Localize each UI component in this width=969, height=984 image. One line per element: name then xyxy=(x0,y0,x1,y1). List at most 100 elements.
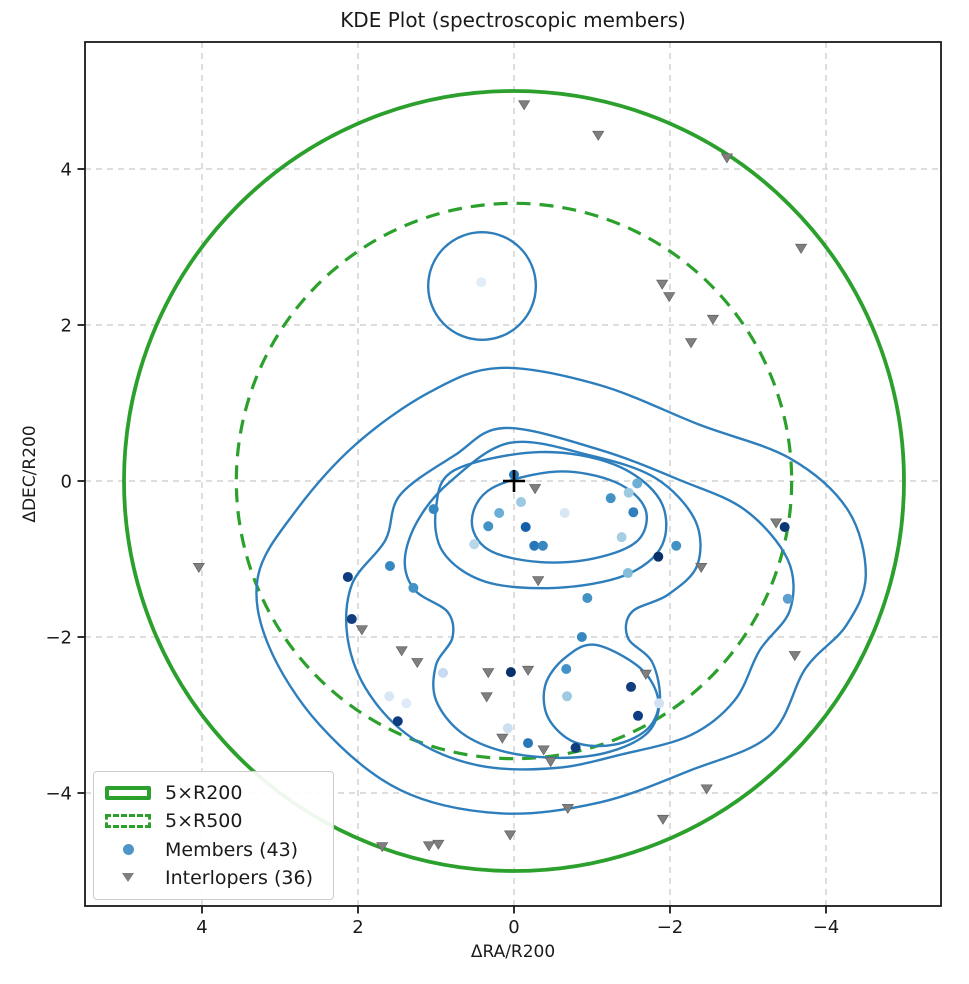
5×R500-circle xyxy=(234,201,794,761)
member-point xyxy=(559,507,570,518)
member-point xyxy=(537,540,548,551)
member-point xyxy=(392,716,403,727)
interloper-point xyxy=(432,839,445,850)
legend-label: Members (43) xyxy=(165,838,299,861)
interlopers-scatter xyxy=(192,100,808,853)
member-point xyxy=(342,571,353,582)
interloper-triangle-icon xyxy=(122,873,134,883)
interloper-point xyxy=(544,757,557,768)
interloper-point xyxy=(518,100,531,111)
x-tick-label: 2 xyxy=(352,917,363,938)
y-tick-label: −4 xyxy=(45,784,72,805)
member-point xyxy=(523,738,534,749)
x-tick-label: 4 xyxy=(196,917,207,938)
member-point xyxy=(653,551,664,562)
member-point xyxy=(782,593,793,604)
member-point xyxy=(346,614,357,625)
member-point xyxy=(384,561,395,572)
interloper-point xyxy=(720,153,734,164)
cluster-center-marker xyxy=(503,470,525,492)
solid-rect-icon xyxy=(105,786,151,801)
axis-ticks: 4 2 0 −2 −4 4 2 0 −2 −4 xyxy=(45,160,839,939)
plot-title: KDE Plot (spectroscopic members) xyxy=(340,8,686,32)
interloper-point xyxy=(376,842,389,853)
member-point xyxy=(505,667,516,678)
legend-item-interlopers: Interlopers (36) xyxy=(104,864,323,892)
member-point xyxy=(438,667,449,678)
interloper-point xyxy=(639,669,652,680)
member-point xyxy=(582,593,593,603)
member-dot-icon xyxy=(122,844,134,856)
interloper-point xyxy=(788,651,801,662)
member-point xyxy=(529,540,540,551)
interloper-point xyxy=(521,665,535,676)
interloper-point xyxy=(355,625,369,636)
interloper-point xyxy=(422,841,436,852)
legend: 5×R200 5×R500 Members (43) Interlopers (… xyxy=(93,771,334,900)
interloper-point xyxy=(496,733,509,744)
axes-box xyxy=(84,41,942,907)
y-tick-label: 0 xyxy=(61,472,72,493)
interloper-point xyxy=(192,562,206,573)
member-point xyxy=(632,478,643,489)
member-point xyxy=(483,521,494,532)
interloper-point xyxy=(482,668,495,679)
member-point xyxy=(623,487,634,498)
member-point xyxy=(428,504,439,515)
x-axis-label: ΔRA/R200 xyxy=(470,942,556,962)
member-point xyxy=(570,742,581,753)
interloper-point xyxy=(537,745,550,756)
member-point xyxy=(384,691,395,702)
member-point xyxy=(622,568,633,579)
member-point xyxy=(408,582,419,593)
member-point xyxy=(516,497,527,508)
members-scatter xyxy=(342,277,793,753)
interloper-point xyxy=(532,576,545,587)
interloper-point xyxy=(528,484,542,495)
legend-label: Interlopers (36) xyxy=(165,866,314,889)
member-point xyxy=(561,663,572,674)
dashed-rect-icon xyxy=(105,814,151,829)
member-point xyxy=(626,681,636,692)
legend-item-members: Members (43) xyxy=(104,836,323,864)
y-tick-label: 4 xyxy=(61,160,72,181)
legend-item-r200: 5×R200 xyxy=(104,779,323,807)
5×R200-circle xyxy=(122,89,906,873)
member-point xyxy=(654,698,665,709)
member-point xyxy=(476,277,487,288)
x-tick-label: −2 xyxy=(657,917,684,938)
member-point xyxy=(562,691,573,702)
legend-item-r500: 5×R500 xyxy=(104,807,323,835)
interloper-point xyxy=(656,814,670,825)
member-point xyxy=(520,522,531,533)
interloper-point xyxy=(592,130,605,141)
member-point xyxy=(576,632,587,642)
interloper-point xyxy=(695,562,708,573)
interloper-point xyxy=(769,518,783,529)
radius-circles xyxy=(122,89,906,873)
member-point xyxy=(494,507,505,518)
interloper-point xyxy=(480,692,493,703)
legend-label: 5×R200 xyxy=(165,782,243,805)
interloper-point xyxy=(411,658,424,669)
member-point xyxy=(616,532,627,543)
member-point xyxy=(502,723,513,734)
interloper-point xyxy=(706,314,720,325)
interloper-point xyxy=(503,830,517,841)
x-tick-label: −4 xyxy=(813,917,840,938)
member-point xyxy=(401,698,412,709)
interloper-point xyxy=(561,803,574,814)
y-tick-label: −2 xyxy=(45,628,72,649)
interloper-point xyxy=(663,292,676,303)
member-point xyxy=(605,493,616,504)
y-axis-label: ΔDEC/R200 xyxy=(20,425,40,523)
interloper-point xyxy=(395,646,408,657)
legend-label: 5×R500 xyxy=(165,810,243,833)
member-point xyxy=(671,540,682,551)
x-tick-label: 0 xyxy=(508,917,519,938)
member-point xyxy=(633,710,644,721)
member-point xyxy=(469,539,480,550)
interloper-point xyxy=(794,243,808,254)
